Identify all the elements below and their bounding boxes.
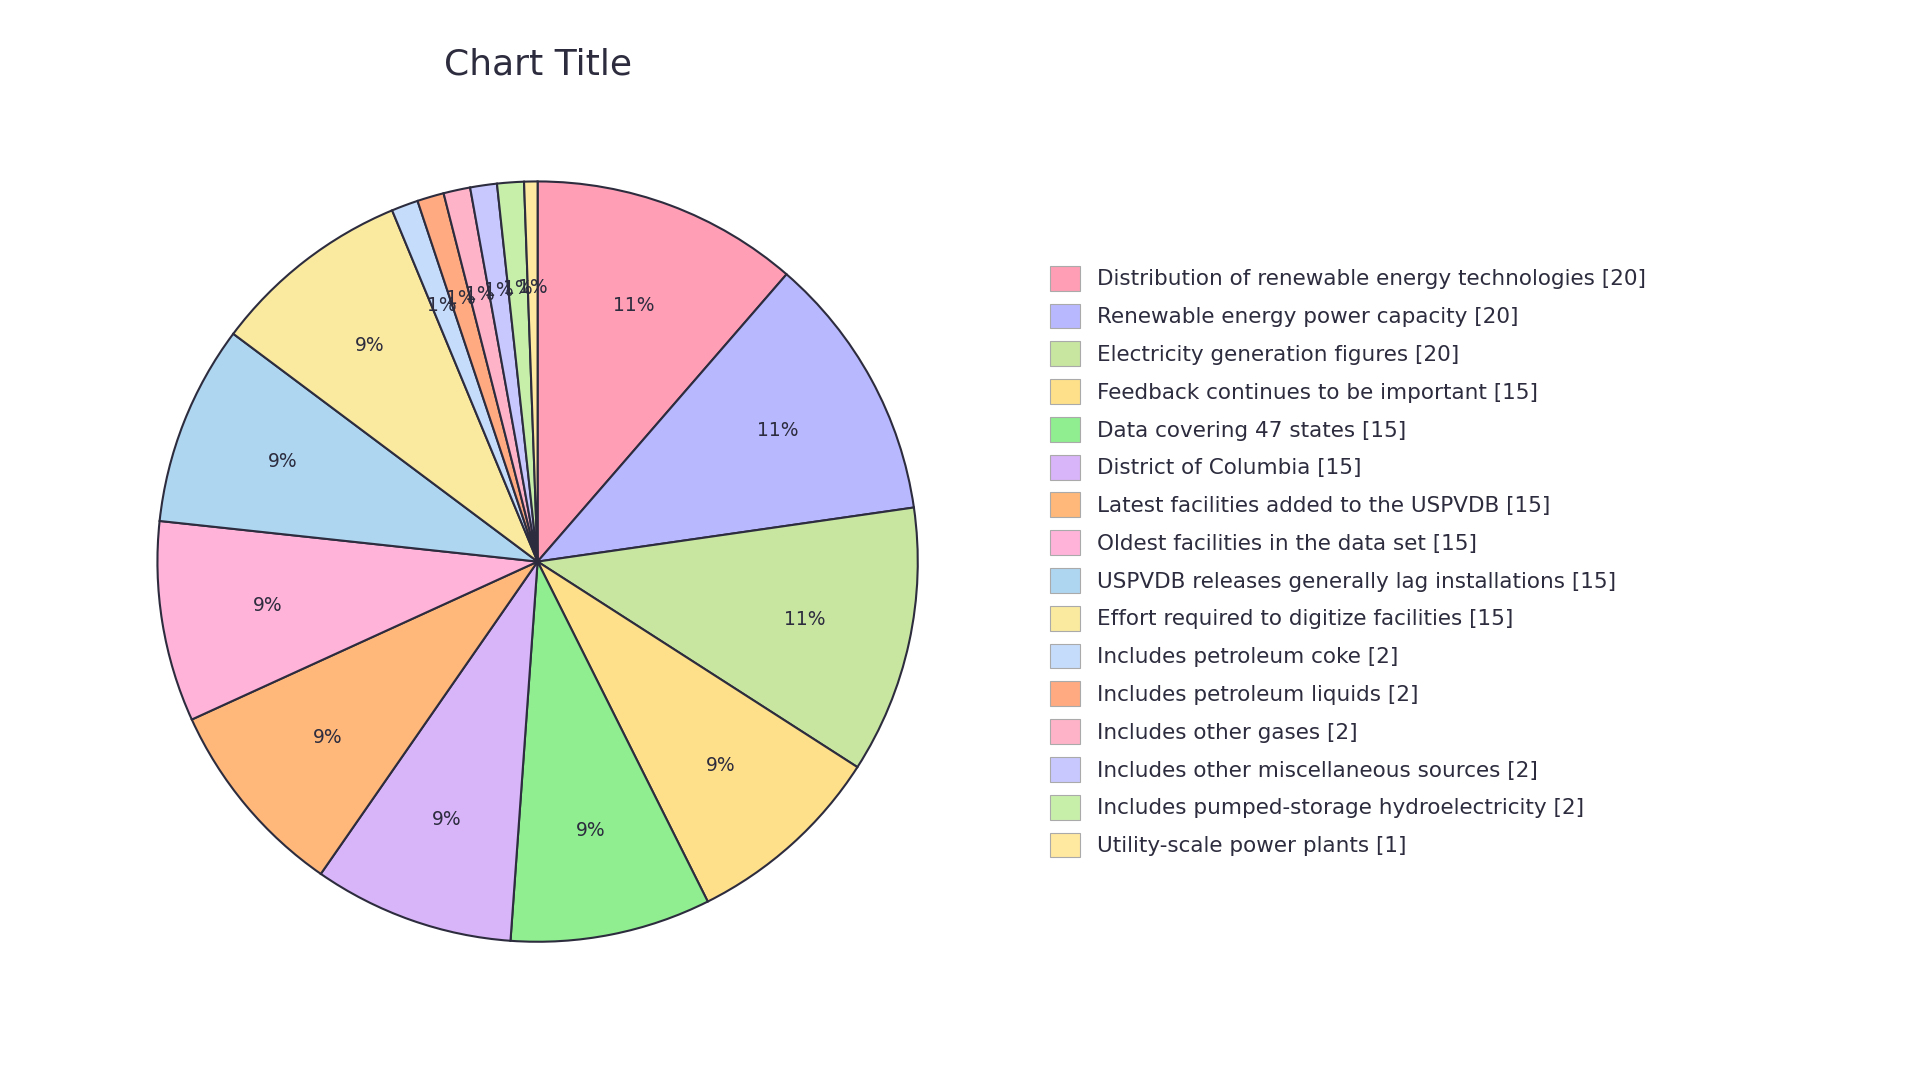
Wedge shape: [192, 562, 538, 874]
Wedge shape: [157, 521, 538, 719]
Text: 1%: 1%: [503, 279, 534, 298]
Wedge shape: [497, 181, 538, 562]
Wedge shape: [470, 184, 538, 562]
Wedge shape: [321, 562, 538, 941]
Wedge shape: [417, 193, 538, 562]
Wedge shape: [524, 181, 538, 562]
Legend: Distribution of renewable energy technologies [20], Renewable energy power capac: Distribution of renewable energy technol…: [1050, 266, 1645, 858]
Text: 1%: 1%: [465, 285, 493, 303]
Text: 9%: 9%: [269, 451, 298, 471]
Text: 11%: 11%: [756, 421, 799, 440]
Wedge shape: [511, 562, 708, 942]
Text: 11%: 11%: [783, 610, 826, 630]
Text: 1%: 1%: [426, 296, 457, 314]
Wedge shape: [538, 562, 858, 902]
Text: 9%: 9%: [576, 821, 607, 839]
Wedge shape: [232, 211, 538, 562]
Text: 9%: 9%: [432, 810, 461, 829]
Text: 11%: 11%: [612, 296, 655, 314]
Wedge shape: [159, 334, 538, 562]
Wedge shape: [538, 274, 914, 562]
Text: 1%: 1%: [518, 279, 547, 297]
Text: 9%: 9%: [707, 756, 735, 774]
Text: 9%: 9%: [253, 596, 282, 615]
Text: 1%: 1%: [484, 281, 513, 300]
Wedge shape: [538, 181, 787, 562]
Text: Chart Title: Chart Title: [444, 48, 632, 82]
Wedge shape: [392, 201, 538, 562]
Text: 1%: 1%: [445, 289, 476, 309]
Wedge shape: [444, 188, 538, 562]
Text: 9%: 9%: [313, 728, 342, 746]
Text: 9%: 9%: [355, 336, 384, 355]
Wedge shape: [538, 508, 918, 767]
